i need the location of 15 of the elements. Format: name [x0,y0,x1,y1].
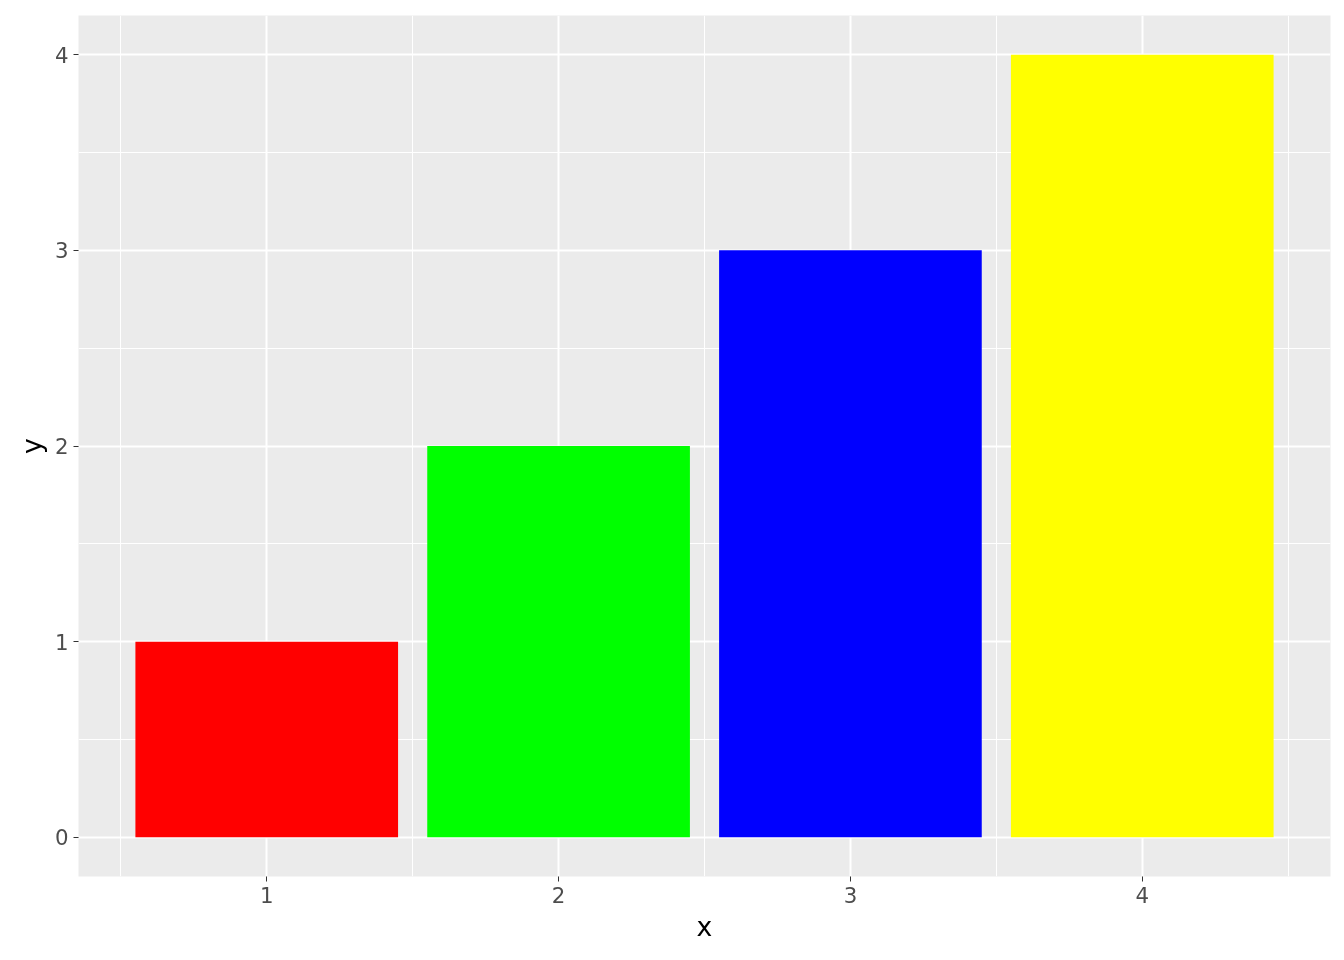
x-tick-label: 1 [259,882,274,908]
x-tick-label: 2 [551,882,566,908]
x-axis-title: x [696,910,713,942]
y-axis-title: y [15,438,47,454]
x-tick-label: 3 [843,882,858,908]
y-tick-label: 3 [54,238,69,264]
y-tick-label: 1 [54,629,69,655]
y-tick-label: 2 [54,434,69,459]
bar [1010,54,1274,838]
y-tick-label: 4 [54,42,69,68]
bar [135,641,399,838]
x-tick-label: 4 [1135,882,1150,908]
bar [719,250,982,838]
bar [427,446,690,838]
y-tick-label: 0 [54,825,69,851]
